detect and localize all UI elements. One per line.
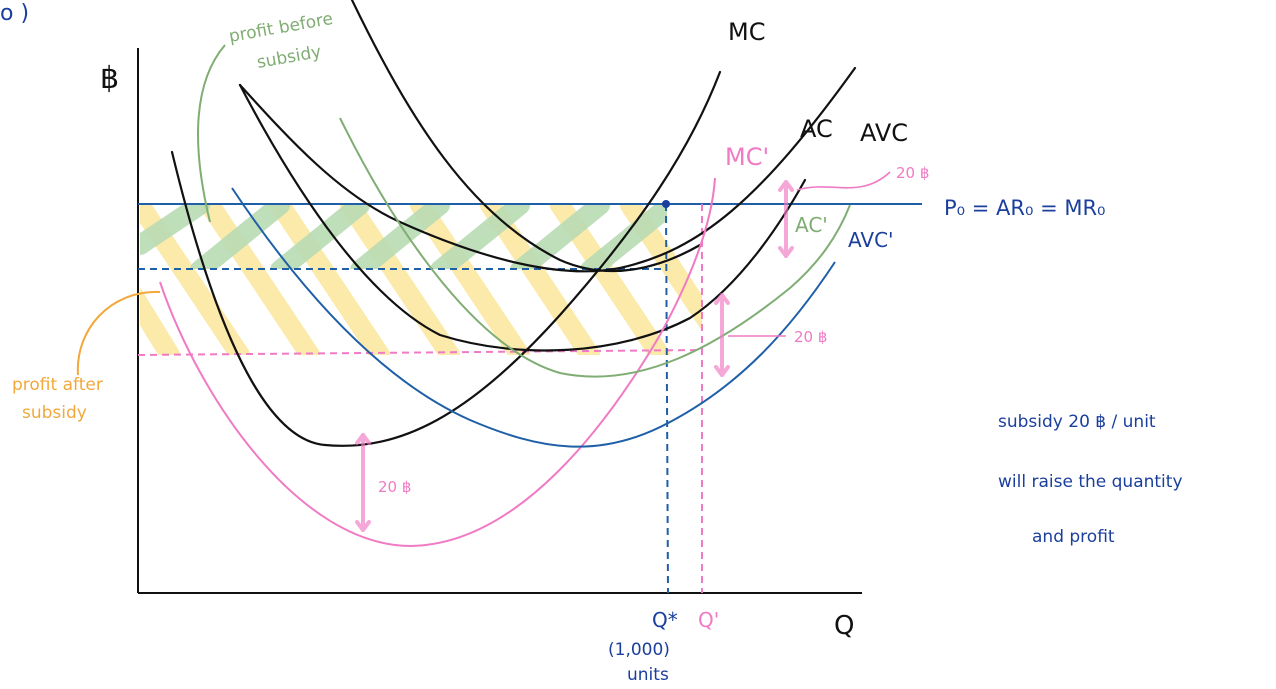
mc-prime-label: MC': [725, 143, 769, 171]
note-line-1: subsidy 20 ฿ / unit: [998, 412, 1156, 432]
q-prime-label: Q': [698, 608, 719, 632]
profit-before-leader: [197, 44, 226, 223]
avc-prime-curve: [231, 187, 836, 448]
y-axis-label: ฿: [100, 61, 119, 96]
ac-prime-label: AC': [795, 213, 828, 237]
subsidy-right-top-label: 20 ฿: [896, 164, 929, 182]
profit-before-subsidy-area: [140, 205, 667, 269]
price-line-label: P₀ = AR₀ = MR₀: [944, 196, 1105, 220]
q-star-label: Q*: [652, 608, 678, 632]
guide-lines: [137, 203, 703, 594]
mc-prime-curve: [159, 177, 716, 548]
profit-after-label-2: subsidy: [22, 403, 87, 423]
subsidy-arrow-right-mid: [714, 293, 730, 377]
ac-label: AC: [800, 115, 833, 143]
original-cost-curves: [170, 0, 857, 447]
subsidy-arrows: [355, 180, 794, 532]
subsidy-arrow-bottom: [355, 433, 371, 532]
note-line-3: and profit: [1032, 527, 1115, 547]
x-axis-label: Q: [834, 611, 854, 641]
ac-prime-curve: [339, 117, 851, 378]
profit-after-leader: [76, 290, 161, 376]
ac-prime-dashed-line: [137, 349, 703, 356]
mc-curve: [170, 70, 722, 447]
corner-label: o ): [0, 1, 29, 26]
mc-label: MC: [728, 18, 765, 46]
avc-curve: [238, 66, 857, 273]
subsidy-right-mid-label: 20 ฿: [794, 328, 827, 346]
subsidy-right-top-leader: [796, 171, 891, 191]
ac-curve: [238, 83, 807, 352]
profit-before-label-2: subsidy: [255, 42, 322, 73]
profit-after-label-1: profit after: [12, 375, 103, 395]
avc-label: AVC: [860, 119, 908, 147]
subsidy-bottom-label: 20 ฿: [378, 478, 411, 496]
axes: [137, 48, 862, 594]
q-star-dashed-line: [665, 203, 669, 594]
subsidy-arrow-right-top: [778, 180, 794, 258]
q-star-units-label-1: (1,000): [608, 640, 670, 660]
q-star-units-label-2: units: [627, 665, 669, 685]
mc-top-curve: [350, 0, 702, 273]
equilibrium-point: [662, 200, 670, 208]
avc-prime-label: AVC': [848, 228, 894, 252]
note-line-2: will raise the quantity: [998, 472, 1183, 492]
